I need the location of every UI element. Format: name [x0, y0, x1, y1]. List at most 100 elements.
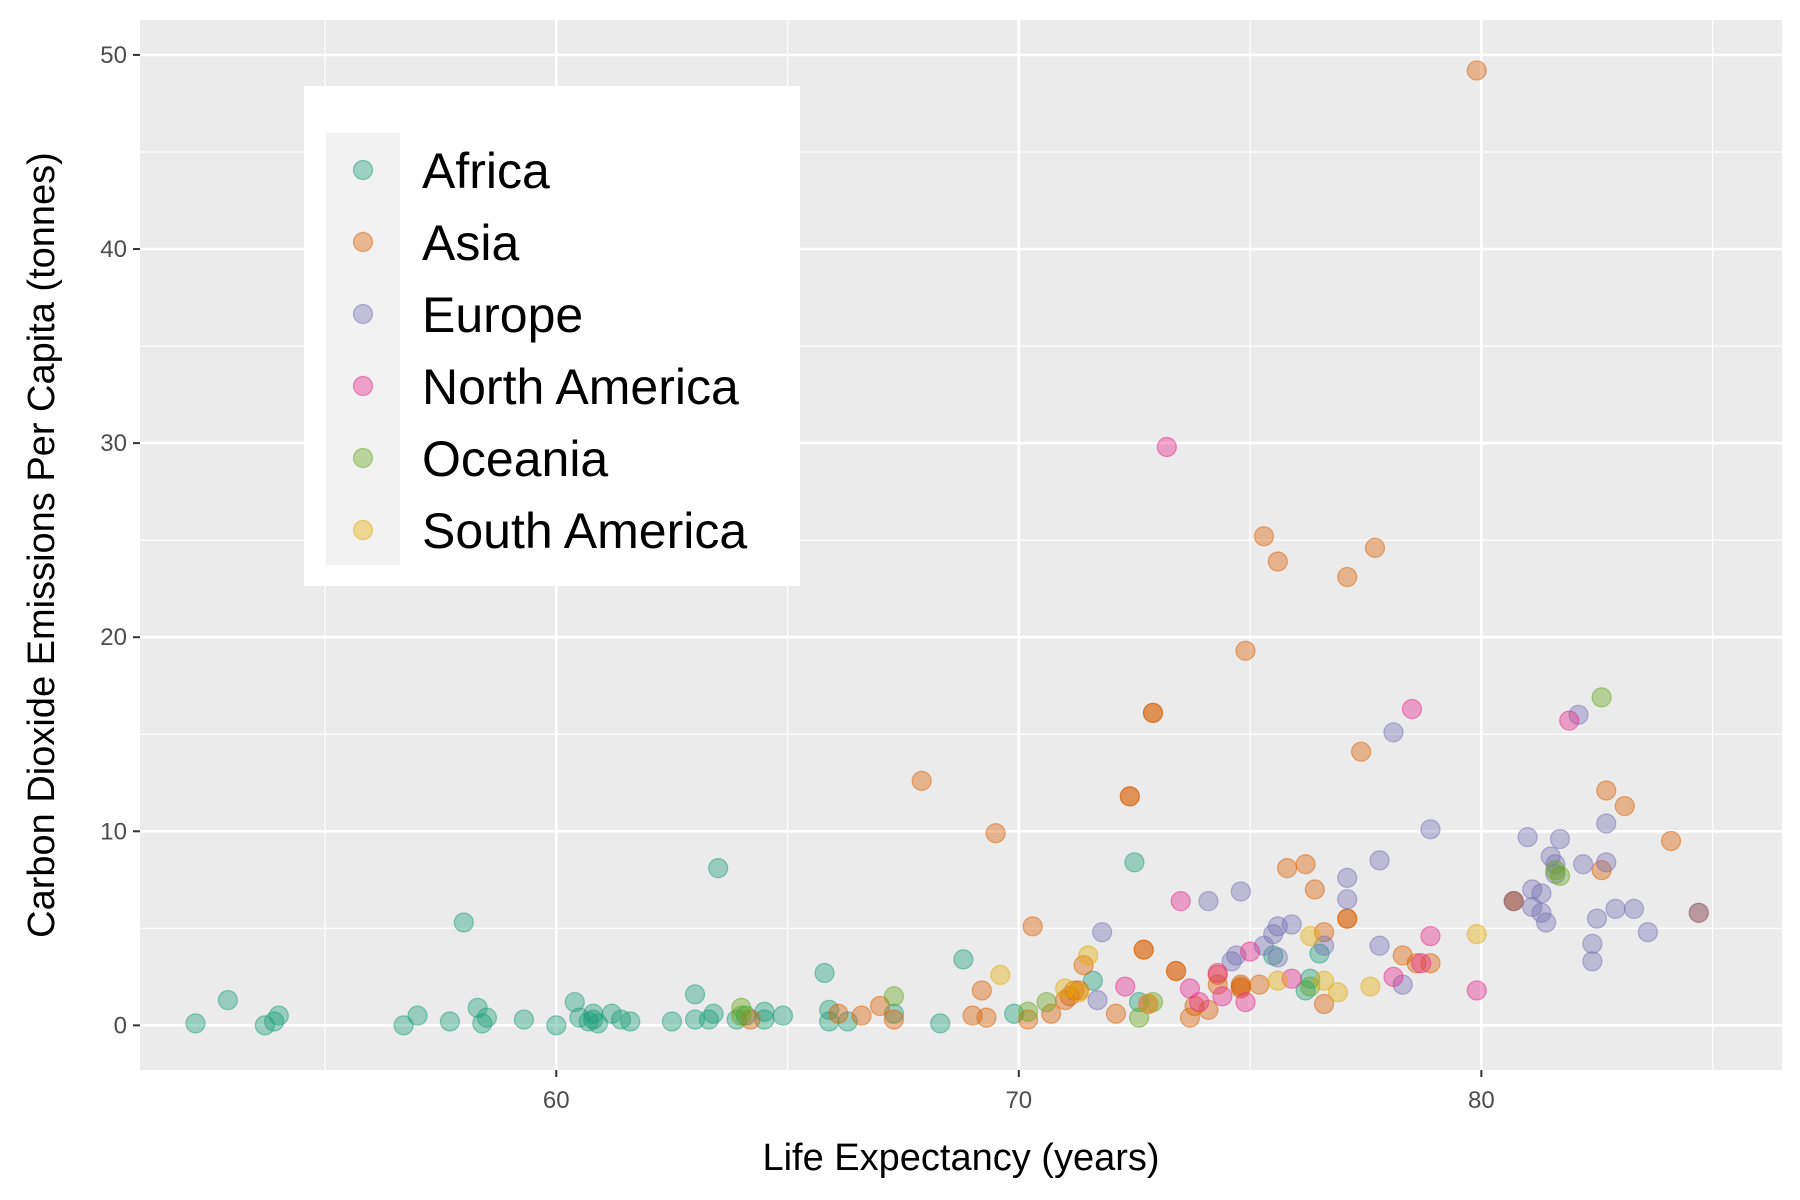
point-north-america [1420, 925, 1441, 947]
point-europe [1313, 935, 1335, 956]
point-north-america [1212, 986, 1233, 1007]
y-tick-label: 0 [114, 1012, 127, 1039]
point-asia [1267, 551, 1288, 572]
point-africa [708, 858, 729, 879]
point-south-america [1327, 982, 1349, 1003]
y-tick-label: 50 [100, 42, 127, 69]
point-south-america [1466, 924, 1487, 945]
point-asia [1235, 640, 1256, 661]
point-asia [851, 1005, 872, 1026]
point-asia [1276, 858, 1298, 879]
legend-label-north-america: North America [422, 359, 739, 415]
point-oceania [731, 1005, 752, 1026]
y-tick-label: 20 [100, 624, 127, 651]
legend-label-south-america: South America [422, 503, 747, 559]
point-asia [1179, 1007, 1201, 1028]
legend-label-asia: Asia [422, 215, 519, 271]
x-tick-label: 80 [1468, 1087, 1495, 1114]
point-africa [185, 1013, 206, 1034]
point-europe [1091, 922, 1113, 943]
point-africa [661, 1011, 683, 1032]
y-tick-label: 40 [100, 236, 127, 263]
x-tick-label: 60 [543, 1087, 570, 1114]
point-europe [1281, 914, 1302, 935]
point-africa [620, 1011, 641, 1032]
legend-label-europe: Europe [422, 287, 583, 343]
point-north-america [1189, 991, 1210, 1013]
point-europe [1596, 852, 1617, 873]
point-europe [1536, 912, 1557, 933]
point-south-america [1313, 970, 1335, 991]
point-north-america [1115, 976, 1136, 997]
y-tick-label: 30 [100, 430, 127, 457]
point-asia [1119, 786, 1140, 807]
point-north-america [1559, 710, 1580, 731]
point-asia [1207, 974, 1228, 995]
point-europe [1531, 902, 1552, 923]
point-asia [1105, 1003, 1127, 1024]
point-africa [513, 1009, 535, 1030]
point-europe [1337, 867, 1358, 888]
point-africa [453, 912, 474, 933]
point-asia [1133, 939, 1154, 960]
point-europe [1596, 813, 1617, 834]
point-asia [1304, 879, 1325, 900]
point-south-america [1300, 925, 1321, 947]
point-asia [1337, 566, 1358, 588]
point-asia [1022, 916, 1043, 937]
point-africa [268, 1005, 289, 1026]
point-asia [1350, 741, 1372, 762]
point-south-america [1138, 993, 1159, 1015]
point-africa [703, 1003, 724, 1024]
legend-key-africa [352, 159, 374, 181]
point-asia [1466, 60, 1487, 81]
legend-key-europe [352, 303, 374, 325]
legend-label-africa: Africa [422, 143, 550, 199]
point-europe [1623, 898, 1645, 920]
point-north-america [1383, 966, 1404, 987]
point-asia [1249, 974, 1270, 995]
point-africa [1082, 970, 1103, 991]
legend-label-oceania: Oceania [422, 431, 608, 487]
point-asia [911, 770, 932, 791]
point-africa [407, 1005, 428, 1026]
point-oceania [1017, 1001, 1039, 1022]
point-europe [1230, 881, 1251, 902]
point-north-america [1466, 980, 1487, 1001]
point-north-america [1207, 962, 1228, 984]
point-africa [953, 949, 974, 970]
point-europe [1420, 819, 1441, 840]
y-axis-ticks: 0 10 20 30 40 50 [100, 42, 140, 1039]
point-north-america [1239, 941, 1261, 962]
point-north-america [1401, 698, 1423, 720]
point-asia [985, 823, 1006, 844]
point-oceania [883, 986, 905, 1007]
point-asia [1660, 830, 1682, 852]
point-south-america [1068, 982, 1090, 1003]
point-europe [1503, 891, 1524, 912]
point-asia [869, 995, 891, 1017]
point-africa [814, 962, 835, 984]
point-europe [1087, 990, 1108, 1011]
point-asia [1313, 993, 1335, 1015]
point-africa [439, 1011, 460, 1032]
point-oceania [731, 997, 752, 1018]
point-europe [1337, 889, 1358, 910]
point-north-america [1170, 891, 1191, 912]
point-africa [393, 1015, 414, 1036]
point-asia [1295, 854, 1316, 875]
point-africa [564, 991, 585, 1013]
point-north-america [1411, 953, 1432, 974]
point-europe [1586, 908, 1608, 929]
y-axis-title: Carbon Dioxide Emissions Per Capita (ton… [21, 152, 63, 938]
point-africa [930, 1013, 951, 1034]
legend-key-oceania [352, 447, 374, 469]
point-europe [1198, 891, 1219, 912]
point-africa [684, 984, 706, 1005]
x-axis-ticks: 60 70 80 [543, 1070, 1495, 1114]
point-asia [1614, 795, 1635, 817]
point-africa [587, 1013, 609, 1034]
point-europe [1573, 854, 1594, 875]
legend-key-asia [352, 231, 374, 253]
point-europe [1383, 722, 1404, 743]
